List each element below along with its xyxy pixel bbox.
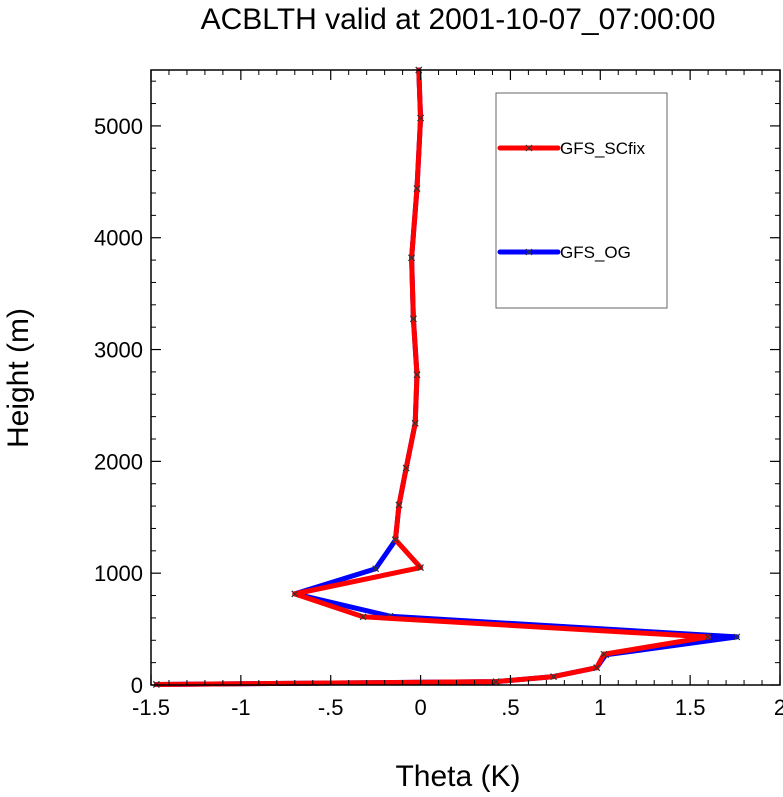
legend-item-gfs-og: GFS_OG <box>497 243 631 262</box>
legend-box <box>495 92 668 309</box>
data-point-gfs-scfix <box>291 590 299 598</box>
data-point-gfs-og <box>733 633 741 641</box>
chart-title: ACBLTH valid at 2001-10-07_07:00:00 <box>201 3 716 36</box>
data-point-gfs-scfix <box>593 664 601 672</box>
data-point-gfs-scfix <box>402 464 410 472</box>
y-tick-label: 5000 <box>94 114 143 139</box>
series-gfs-scfix <box>152 66 712 688</box>
plot-frame <box>150 69 781 686</box>
data-point-gfs-scfix <box>600 650 608 658</box>
y-tick-label: 4000 <box>94 226 143 251</box>
legend-item-gfs-scfix: GFS_SCfix <box>497 139 646 158</box>
data-point-gfs-scfix <box>408 254 416 262</box>
data-point-gfs-scfix <box>550 673 557 681</box>
x-tick-label: 0 <box>414 695 426 720</box>
x-tick-label: 1 <box>594 695 606 720</box>
legend: GFS_SCfix GFS_OG <box>495 92 668 309</box>
x-tick-label: -.5 <box>318 695 344 720</box>
legend-label-gfs-scfix: GFS_SCfix <box>560 139 646 158</box>
x-tick-label: -1.5 <box>132 695 170 720</box>
y-tick-label: 0 <box>131 673 143 698</box>
data-point-gfs-scfix <box>413 371 421 379</box>
data-point-gfs-scfix <box>359 613 367 621</box>
legend-marker-gfs-scfix <box>525 144 533 152</box>
data-point-gfs-og <box>372 565 380 573</box>
data-point-gfs-scfix <box>395 501 403 509</box>
y-tick-label: 2000 <box>94 449 143 474</box>
data-point-gfs-scfix <box>417 114 424 122</box>
data-point-gfs-scfix <box>704 633 712 641</box>
y-axis-label: Height (m) <box>2 308 35 448</box>
data-point-gfs-scfix <box>413 185 421 192</box>
legend-label-gfs-og: GFS_OG <box>560 243 631 262</box>
tick-labels-layer: -1.5 -1 -.5 0 .5 1 1.5 2 0 1000 2000 3000 4000 5000 <box>94 114 783 720</box>
data-point-gfs-scfix <box>417 564 424 572</box>
x-tick-label: .5 <box>501 695 519 720</box>
data-point-gfs-scfix <box>391 536 399 544</box>
y-tick-label: 3000 <box>94 338 143 363</box>
x-tick-label: 2 <box>774 695 783 720</box>
x-tick-label: -1 <box>231 695 251 720</box>
data-point-gfs-scfix <box>492 678 500 686</box>
data-point-gfs-scfix <box>411 419 419 427</box>
series-layer <box>152 66 741 688</box>
x-axis-label: Theta (K) <box>395 760 520 793</box>
legend-marker-gfs-og <box>525 248 533 256</box>
x-tick-label: 1.5 <box>675 695 706 720</box>
data-point-gfs-scfix <box>409 315 417 323</box>
ticks-layer <box>150 70 781 686</box>
y-tick-label: 1000 <box>94 561 143 586</box>
